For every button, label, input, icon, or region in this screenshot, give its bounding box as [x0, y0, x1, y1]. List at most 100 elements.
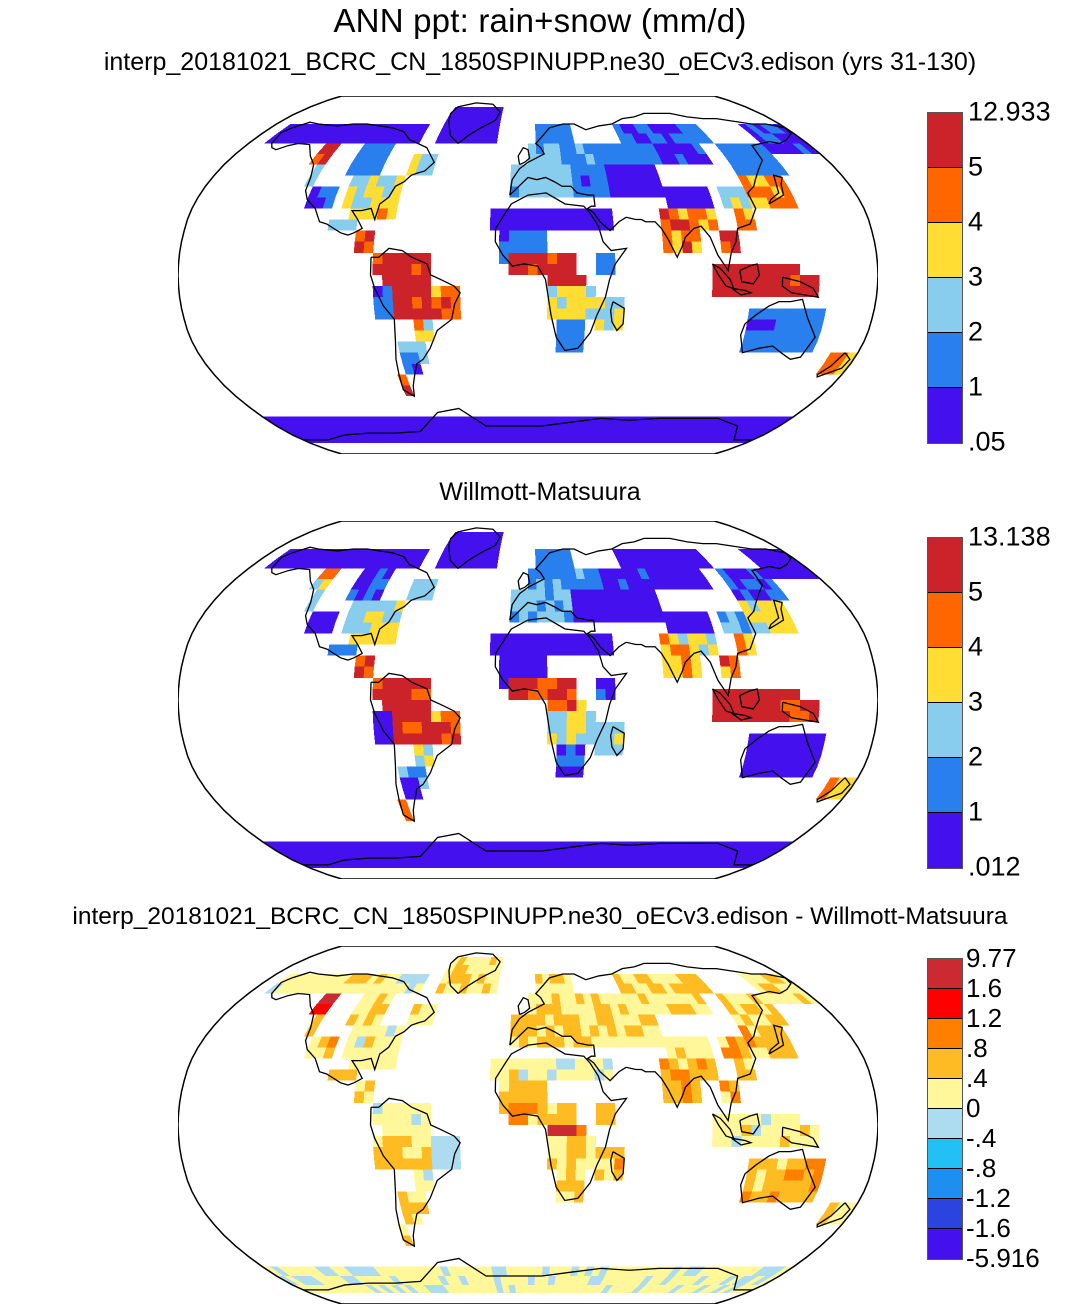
data-cell: [528, 241, 538, 253]
data-cell: [679, 1284, 699, 1294]
data-cell: [603, 319, 614, 331]
data-cell: [730, 589, 746, 601]
data-cell: [505, 841, 515, 851]
data-cell: [537, 677, 548, 689]
data-cell: [556, 208, 566, 220]
data-cell: [518, 219, 528, 231]
data-cell: [442, 859, 456, 869]
data-cell: [734, 186, 748, 198]
data-cell: [304, 850, 326, 860]
data-cell: [619, 425, 633, 435]
data-cell: [594, 319, 605, 331]
data-cell: [541, 841, 551, 851]
data-cell: [402, 124, 417, 134]
data-cell: [353, 589, 368, 601]
data-cell: [424, 416, 438, 426]
data-cell: [402, 416, 417, 426]
data-cell: [790, 263, 801, 275]
data-cell: [566, 568, 577, 579]
data-cell: [552, 1003, 562, 1015]
data-cell: [547, 850, 556, 860]
data-cell: [649, 153, 664, 165]
data-cell: [514, 859, 522, 869]
data-cell: [350, 974, 368, 984]
data-cell: [326, 558, 344, 569]
data-cell: [364, 133, 381, 144]
data-cell: [667, 143, 683, 154]
colorbar-tick-label: 13.138: [968, 521, 1051, 552]
data-cell: [312, 434, 335, 444]
data-cell: [547, 711, 558, 723]
data-cell: [510, 600, 520, 612]
colorbar-band: [928, 538, 962, 593]
data-cell: [766, 308, 779, 320]
colorbar-tick-label: 5: [968, 151, 984, 182]
data-cell: [444, 965, 456, 975]
data-cell: [705, 1058, 718, 1070]
data-cell: [287, 133, 307, 144]
data-cell: [475, 531, 486, 541]
data-cell: [691, 143, 707, 154]
data-cell: [416, 859, 432, 869]
data-cell: [409, 124, 424, 134]
data-cell: [325, 568, 342, 579]
data-cell: [436, 434, 450, 444]
data-cell: [395, 841, 410, 851]
data-cell: [357, 983, 373, 994]
data-cell: [632, 974, 647, 984]
data-cell: [391, 688, 402, 700]
data-cell: [660, 549, 676, 559]
data-cell: [747, 733, 759, 745]
data-cell: [541, 1275, 549, 1285]
data-cell: [612, 589, 624, 601]
data-cell: [311, 850, 332, 860]
data-cell: [682, 578, 697, 590]
data-cell: [747, 578, 765, 590]
data-cell: [344, 859, 365, 869]
data-cell: [546, 633, 557, 645]
data-cell: [440, 711, 451, 723]
data-cell: [536, 186, 547, 198]
data-cell: [595, 252, 606, 264]
data-cell: [513, 416, 522, 426]
data-cell: [313, 1047, 327, 1059]
data-cell: [660, 644, 672, 656]
data-cell: [416, 1191, 428, 1203]
data-cell: [606, 859, 620, 869]
data-cell: [399, 777, 412, 789]
data-cell: [537, 1113, 548, 1125]
data-cell: [481, 558, 492, 569]
data-cell: [430, 286, 441, 298]
data-cell: [606, 850, 619, 860]
data-cell: [423, 1180, 435, 1192]
data-cell: [384, 175, 398, 187]
data-cell: [372, 983, 388, 994]
data-cell: [421, 275, 431, 287]
data-cell: [712, 688, 723, 700]
data-cell: [603, 1014, 616, 1026]
data-cell: [423, 164, 436, 176]
coastline: [509, 112, 792, 273]
data-cell: [353, 164, 368, 176]
data-cell: [295, 558, 314, 569]
data-cell: [566, 263, 577, 275]
data-cell: [753, 568, 772, 579]
coastline: [731, 712, 754, 721]
data-cell: [509, 633, 519, 645]
data-cell: [654, 434, 672, 444]
data-cell: [769, 186, 785, 198]
data-cell: [363, 611, 376, 623]
data-cell: [570, 434, 581, 444]
data-cell: [625, 1003, 638, 1015]
data-cell: [660, 1069, 672, 1081]
data-cell: [423, 755, 435, 767]
data-cell: [587, 164, 598, 176]
data-cell: [520, 1266, 528, 1276]
data-cell: [765, 974, 787, 984]
coastline: [509, 962, 792, 1123]
data-cell: [602, 1058, 614, 1070]
data-cell: [413, 744, 424, 756]
data-cell: [576, 286, 587, 298]
data-cell: [528, 1113, 538, 1125]
data-cell: [811, 744, 825, 756]
